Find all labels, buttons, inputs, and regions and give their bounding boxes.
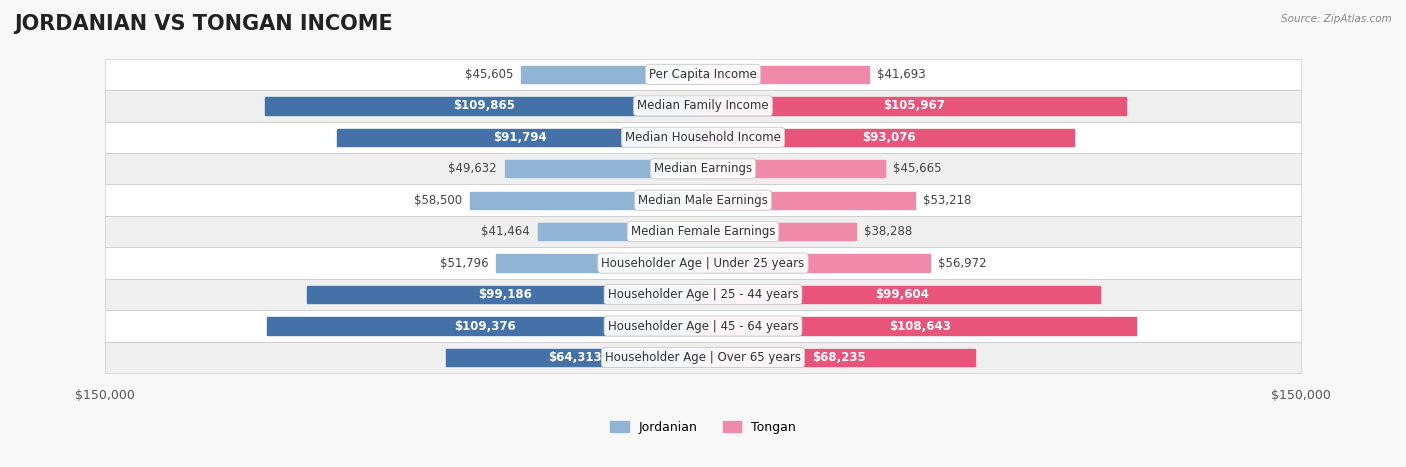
Bar xyxy=(703,318,1136,335)
Text: $109,376: $109,376 xyxy=(454,319,516,333)
Text: Median Male Earnings: Median Male Earnings xyxy=(638,194,768,207)
Text: JORDANIAN VS TONGAN INCOME: JORDANIAN VS TONGAN INCOME xyxy=(14,14,392,34)
Bar xyxy=(104,216,1302,248)
Text: $99,186: $99,186 xyxy=(478,288,531,301)
Text: $93,076: $93,076 xyxy=(862,131,915,144)
Text: Householder Age | Over 65 years: Householder Age | Over 65 years xyxy=(605,351,801,364)
Text: $109,865: $109,865 xyxy=(453,99,515,113)
Bar xyxy=(104,90,1302,121)
Text: Per Capita Income: Per Capita Income xyxy=(650,68,756,81)
Text: $58,500: $58,500 xyxy=(413,194,461,207)
Text: Householder Age | Under 25 years: Householder Age | Under 25 years xyxy=(602,256,804,269)
Bar xyxy=(522,66,703,83)
Bar xyxy=(104,184,1302,216)
Text: $53,218: $53,218 xyxy=(924,194,972,207)
Bar xyxy=(505,160,703,177)
Text: Householder Age | 25 - 44 years: Householder Age | 25 - 44 years xyxy=(607,288,799,301)
Bar xyxy=(264,97,703,114)
Text: Median Female Earnings: Median Female Earnings xyxy=(631,225,775,238)
Text: $41,464: $41,464 xyxy=(481,225,530,238)
Bar xyxy=(447,349,703,366)
Bar xyxy=(703,97,1126,114)
Bar xyxy=(104,59,1302,90)
Bar xyxy=(104,310,1302,342)
Bar xyxy=(104,248,1302,279)
Text: $45,605: $45,605 xyxy=(465,68,513,81)
Bar xyxy=(703,255,931,272)
Text: $64,313: $64,313 xyxy=(548,351,602,364)
Bar xyxy=(104,279,1302,310)
Bar xyxy=(104,184,1302,216)
Bar xyxy=(703,129,1074,146)
Bar xyxy=(104,342,1302,373)
Bar xyxy=(104,59,1302,90)
Text: $38,288: $38,288 xyxy=(863,225,912,238)
Text: $105,967: $105,967 xyxy=(883,99,945,113)
Bar xyxy=(470,191,703,209)
Bar xyxy=(337,129,703,146)
Text: $56,972: $56,972 xyxy=(938,256,987,269)
Bar xyxy=(703,349,976,366)
Bar xyxy=(308,286,703,303)
Bar xyxy=(703,286,1101,303)
Text: $108,643: $108,643 xyxy=(889,319,950,333)
Bar xyxy=(104,248,1302,279)
Bar xyxy=(703,191,915,209)
Text: $41,693: $41,693 xyxy=(877,68,927,81)
Legend: Jordanian, Tongan: Jordanian, Tongan xyxy=(605,416,801,439)
Bar xyxy=(104,216,1302,248)
Bar xyxy=(104,121,1302,153)
Text: $49,632: $49,632 xyxy=(449,162,498,175)
Bar xyxy=(104,342,1302,373)
Bar xyxy=(496,255,703,272)
Bar xyxy=(703,66,869,83)
Text: $91,794: $91,794 xyxy=(494,131,547,144)
Bar xyxy=(104,121,1302,153)
Text: Median Earnings: Median Earnings xyxy=(654,162,752,175)
Bar xyxy=(104,279,1302,310)
Text: $99,604: $99,604 xyxy=(875,288,928,301)
Text: Householder Age | 45 - 64 years: Householder Age | 45 - 64 years xyxy=(607,319,799,333)
Bar xyxy=(104,153,1302,184)
Bar xyxy=(104,310,1302,342)
Text: Source: ZipAtlas.com: Source: ZipAtlas.com xyxy=(1281,14,1392,24)
Bar xyxy=(537,223,703,241)
Text: Median Household Income: Median Household Income xyxy=(626,131,780,144)
Bar xyxy=(104,90,1302,121)
Bar xyxy=(267,318,703,335)
Bar xyxy=(703,223,856,241)
Bar xyxy=(703,160,886,177)
Text: $68,235: $68,235 xyxy=(813,351,866,364)
Text: Median Family Income: Median Family Income xyxy=(637,99,769,113)
Text: $51,796: $51,796 xyxy=(440,256,488,269)
Text: $45,665: $45,665 xyxy=(893,162,942,175)
Bar xyxy=(104,153,1302,184)
